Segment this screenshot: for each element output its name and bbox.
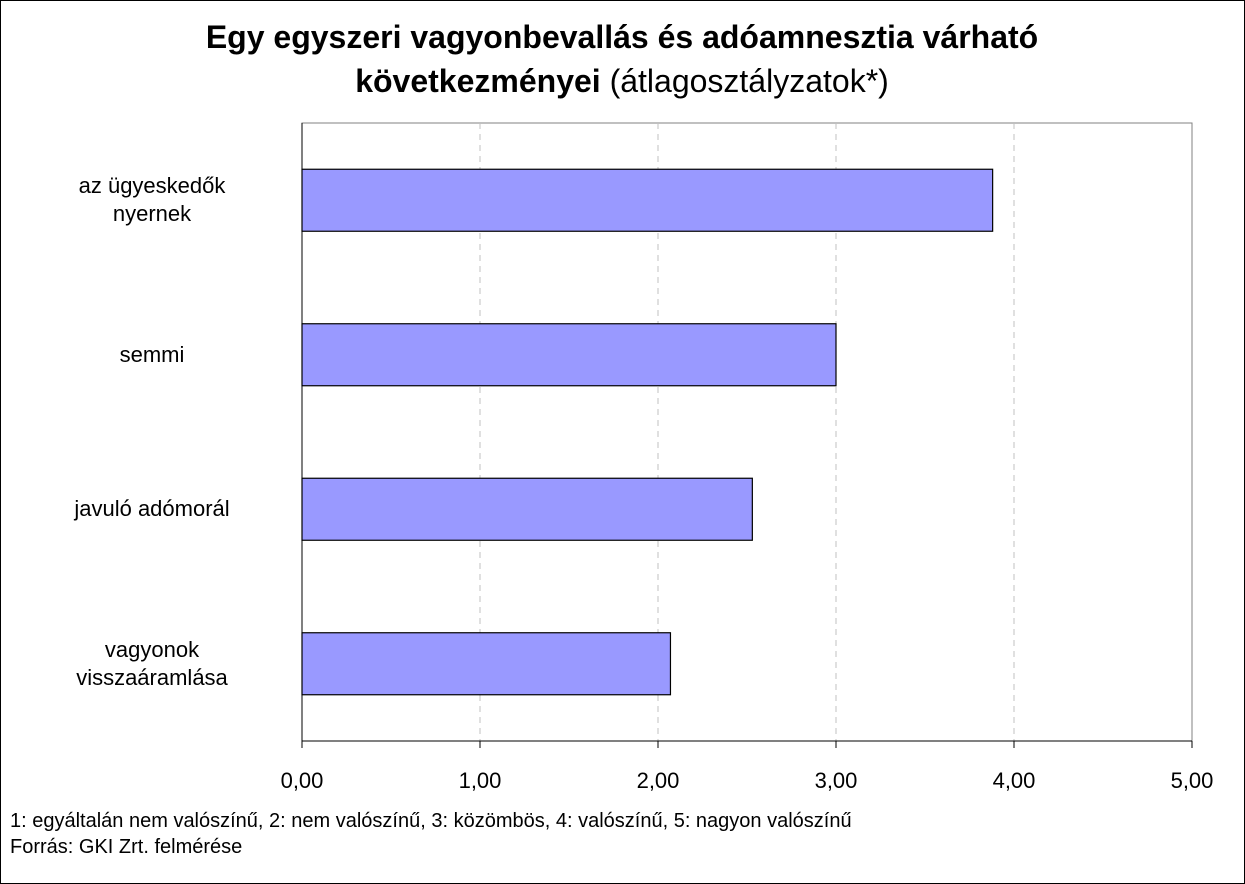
y-tick-label: vagyonok visszaáramlása [76, 636, 228, 690]
y-tick-label: az ügyeskedők nyernek [78, 173, 226, 227]
chart-title: Egy egyszeri vagyonbevallás és adóamnesz… [206, 19, 1038, 55]
y-tick-label: semmi [119, 341, 185, 367]
source: Forrás: GKI Zrt. felmérése [10, 836, 243, 858]
x-tick-label: 5,00 [1171, 768, 1214, 793]
chart-title-line: következményei (átlagosztályzatok*) [355, 63, 889, 99]
x-tick-label: 3,00 [815, 768, 858, 793]
x-tick-label: 2,00 [637, 768, 680, 793]
x-tick-label: 0,00 [281, 768, 324, 793]
chart-title: következményei [355, 63, 600, 99]
chart-subtitle: (átlagosztályzatok*) [610, 63, 889, 99]
x-tick-label: 4,00 [993, 768, 1036, 793]
y-tick-label: javuló adómorál [74, 496, 230, 522]
x-tick-label: 1,00 [459, 768, 502, 793]
note: 1: egyáltalán nem valószínű, 2: nem való… [10, 810, 852, 832]
bar [301, 477, 753, 541]
bar [301, 632, 672, 696]
bar [301, 323, 837, 387]
bar [301, 168, 994, 232]
